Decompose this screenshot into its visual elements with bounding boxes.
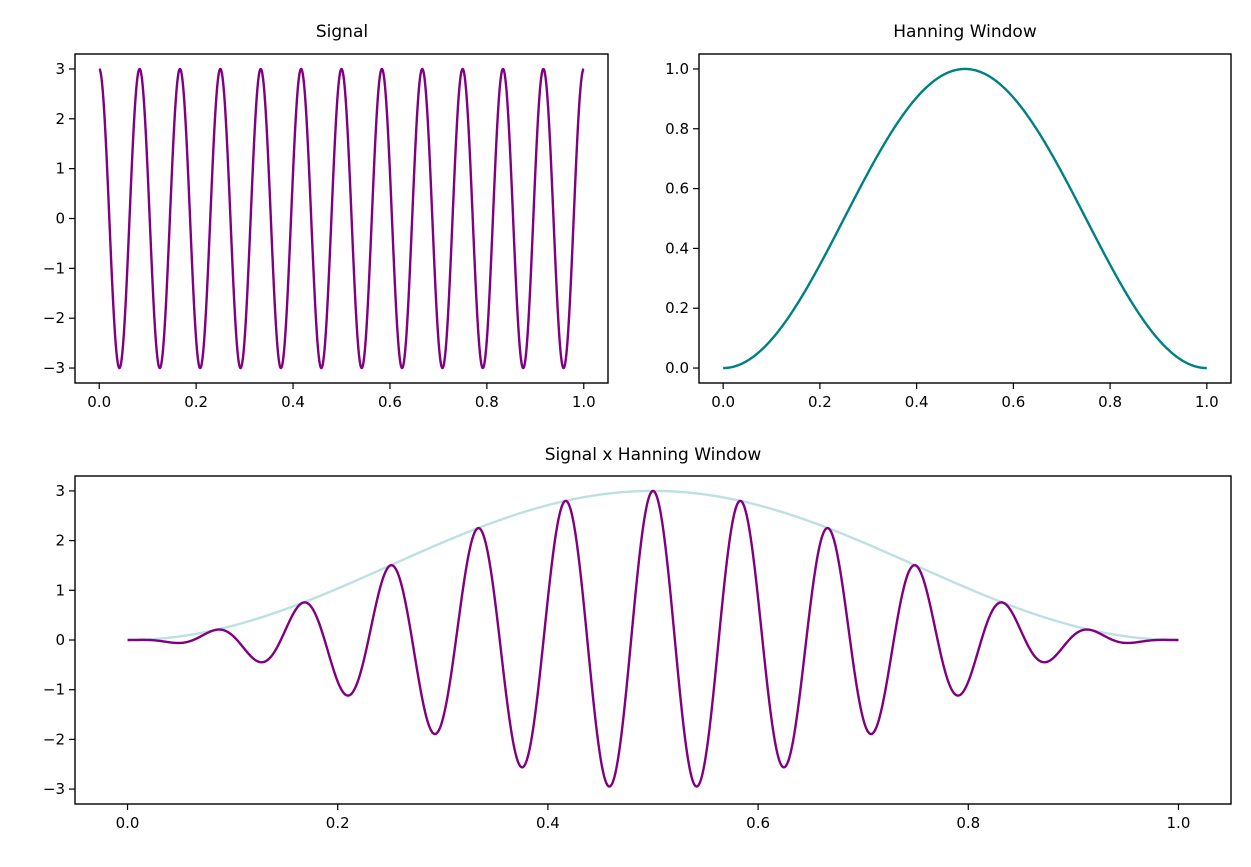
y-tick-label: 0.0 bbox=[665, 359, 689, 377]
x-tick-label: 0.0 bbox=[87, 393, 111, 411]
panel-product: Signal x Hanning Window 0.0 0.2 0.4 0.6 0.8 1… bbox=[43, 445, 1232, 832]
panel-window-ticks: 0.0 0.2 0.4 0.6 0.8 1.0 1.0 0.8 0.6 0.4 0.2 0.0 bbox=[665, 60, 1219, 411]
y-tick-label: 0 bbox=[55, 631, 65, 649]
x-tick-label: 0.8 bbox=[956, 814, 980, 832]
y-tick-label: −1 bbox=[43, 259, 65, 277]
x-tick-label: 0.4 bbox=[281, 393, 305, 411]
panel-window-series bbox=[722, 67, 1208, 370]
panel-signal: Signal 0.0 0.2 0.4 0.6 0.8 1.0 3 2 1 0 −1 −2 −3 bbox=[43, 22, 609, 411]
x-tick-label: 0.4 bbox=[536, 814, 560, 832]
panel-signal-frame bbox=[74, 53, 609, 384]
panel-product-series bbox=[127, 489, 1179, 788]
y-tick-label: 2 bbox=[55, 110, 65, 128]
x-tick-label: 0.2 bbox=[326, 814, 350, 832]
y-tick-label: 3 bbox=[55, 60, 65, 78]
y-tick-label: 2 bbox=[55, 532, 65, 550]
y-tick-label: 0.8 bbox=[665, 120, 689, 138]
x-tick-label: 0.2 bbox=[184, 393, 208, 411]
panel-window-title: Hanning Window bbox=[893, 22, 1037, 42]
y-tick-label: 0 bbox=[55, 210, 65, 228]
x-tick-label: 1.0 bbox=[1167, 814, 1191, 832]
x-tick-label: 0.0 bbox=[711, 393, 735, 411]
panel-product-ticks: 0.0 0.2 0.4 0.6 0.8 1.0 3 2 1 0 −1 −2 −3 bbox=[43, 482, 1191, 832]
x-tick-label: 0.2 bbox=[808, 393, 832, 411]
y-tick-label: −2 bbox=[43, 309, 65, 327]
series-line-product-1 bbox=[127, 489, 1179, 642]
y-tick-label: −1 bbox=[43, 681, 65, 699]
x-tick-label: 0.4 bbox=[905, 393, 929, 411]
series-line-signal-0 bbox=[98, 67, 585, 370]
panel-signal-ticks: 0.0 0.2 0.4 0.6 0.8 1.0 3 2 1 0 −1 −2 −3 bbox=[43, 60, 596, 411]
y-tick-label: 1 bbox=[55, 581, 65, 599]
x-tick-label: 0.6 bbox=[378, 393, 402, 411]
y-tick-label: 1 bbox=[55, 160, 65, 178]
series-line-window-0 bbox=[722, 67, 1208, 370]
y-tick-label: 0.4 bbox=[665, 239, 689, 257]
x-tick-label: 0.0 bbox=[116, 814, 140, 832]
x-tick-label: 1.0 bbox=[1195, 393, 1219, 411]
y-tick-label: −2 bbox=[43, 730, 65, 748]
y-tick-label: −3 bbox=[43, 780, 65, 798]
panel-signal-title: Signal bbox=[316, 22, 368, 42]
panel-product-title: Signal x Hanning Window bbox=[545, 445, 762, 465]
x-tick-label: 0.6 bbox=[746, 814, 770, 832]
panel-product-frame bbox=[74, 475, 1232, 805]
series-line-product-0 bbox=[127, 489, 1179, 788]
y-tick-label: 3 bbox=[55, 482, 65, 500]
panel-signal-series bbox=[98, 67, 585, 370]
panel-window: Hanning Window 0.0 0.2 0.4 0.6 0.8 1.01.00.80… bbox=[665, 22, 1232, 411]
x-tick-label: 0.8 bbox=[1098, 393, 1122, 411]
y-tick-label: 0.6 bbox=[665, 180, 689, 198]
x-tick-label: 0.8 bbox=[475, 393, 499, 411]
y-tick-label: 1.0 bbox=[665, 60, 689, 78]
panel-window-frame bbox=[698, 53, 1232, 384]
x-tick-label: 1.0 bbox=[572, 393, 596, 411]
y-tick-label: −3 bbox=[43, 359, 65, 377]
y-tick-label: 0.2 bbox=[665, 299, 689, 317]
x-tick-label: 0.6 bbox=[1001, 393, 1025, 411]
